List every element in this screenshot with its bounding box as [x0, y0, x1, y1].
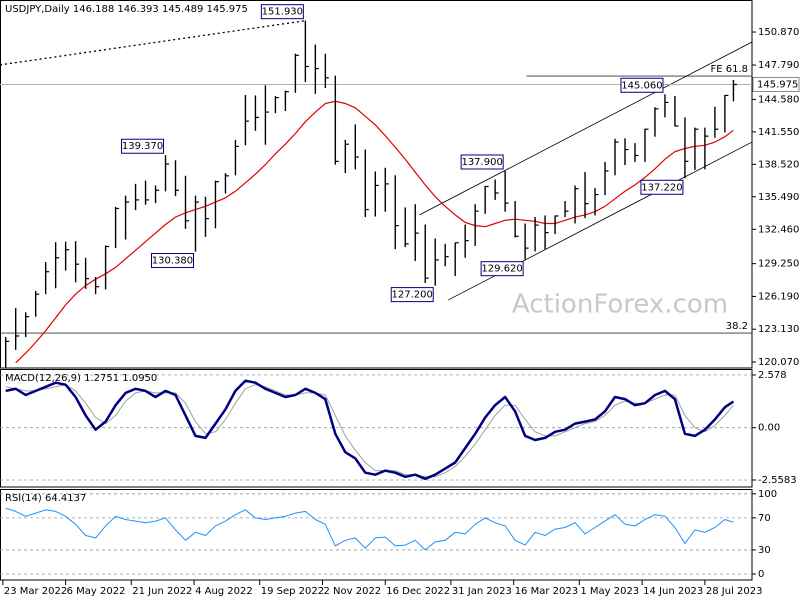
price-tag [752, 76, 800, 92]
x-tick-label: 16 Mar 2023 [515, 586, 578, 597]
annotation-box [480, 261, 524, 277]
indicator-layer [5, 507, 734, 551]
y-tick-label: 129.250 [758, 259, 799, 270]
y-tick-label: 141.550 [758, 127, 799, 138]
level-label: 38.2 [726, 321, 748, 332]
x-tick-label: 28 Jul 2023 [706, 586, 763, 597]
y-tick-label: 120.070 [758, 357, 799, 368]
level-label: FE 61.8 [710, 64, 748, 75]
annotation-box [620, 77, 664, 93]
y-tick-label: 70 [758, 513, 771, 524]
panel-frame [0, 369, 753, 488]
y-tick-label: 132.460 [758, 224, 799, 235]
annotation-box [640, 179, 684, 195]
watermark: ActionForex.com [512, 290, 728, 320]
y-tick-label: 30 [758, 545, 771, 556]
x-tick-label: 14 Jun 2023 [643, 586, 703, 597]
annotation-label: 145.060 [621, 80, 662, 91]
y-tick-label: -2.5583 [758, 475, 797, 486]
y-tick-label: 138.520 [758, 159, 799, 170]
annotation-label: 127.200 [392, 290, 433, 301]
annotation-label: 137.220 [641, 182, 682, 193]
y-tick-label: 123.130 [758, 324, 799, 335]
panel-frame [0, 0, 753, 369]
price-layer [0, 20, 752, 368]
annotation-label: 129.620 [481, 264, 522, 275]
annotation-label: 137.900 [461, 157, 502, 168]
x-tick-label: 21 Jun 2022 [132, 586, 192, 597]
x-tick-label: 1 May 2023 [580, 586, 639, 597]
annotation-box [390, 287, 434, 303]
trendline [0, 20, 306, 66]
annotation-box [260, 4, 304, 20]
panel-title: MACD(12,26,9) 1.2751 1.0950 [5, 373, 157, 384]
price-tag-label: 145.975 [757, 79, 798, 90]
indicator-line [5, 379, 735, 481]
x-tick-label: 2 Nov 2022 [323, 586, 381, 597]
y-tick-label: 2.578 [758, 370, 787, 381]
annotation-box [150, 253, 194, 269]
y-tick-label: 0 [758, 569, 764, 580]
y-tick-label: 100 [758, 489, 777, 500]
y-tick-label: 144.580 [758, 94, 799, 105]
y-tick-label: 147.790 [758, 60, 799, 71]
panel-title: RSI(14) 64.4137 [5, 493, 86, 504]
y-tick-label: 135.490 [758, 192, 799, 203]
moving-average [15, 100, 734, 364]
trendline [419, 41, 752, 216]
y-tick-label: 0.00 [758, 423, 780, 434]
x-tick-label: 6 May 2022 [67, 586, 126, 597]
indicator-line [5, 384, 734, 478]
x-tick-label: 16 Dec 2022 [386, 586, 450, 597]
y-tick-label: 150.870 [758, 27, 799, 38]
panel-frame [0, 489, 753, 581]
x-tick-label: 31 Jan 2023 [452, 586, 512, 597]
panel-title: USDJPY,Daily 146.188 146.393 145.489 145… [5, 4, 248, 15]
x-tick-label: 19 Sep 2022 [261, 586, 324, 597]
indicator-line [5, 507, 734, 551]
annotation-label: 151.930 [262, 7, 303, 18]
annotation-label: 139.370 [122, 141, 163, 152]
annotation-box [121, 138, 165, 154]
indicator-layer [5, 379, 735, 481]
y-tick-label: 126.190 [758, 291, 799, 302]
annotation-label: 130.380 [152, 256, 193, 267]
x-tick-label: 23 Mar 2022 [4, 586, 67, 597]
x-tick-label: 4 Aug 2022 [195, 586, 253, 597]
annotation-box [460, 154, 504, 170]
